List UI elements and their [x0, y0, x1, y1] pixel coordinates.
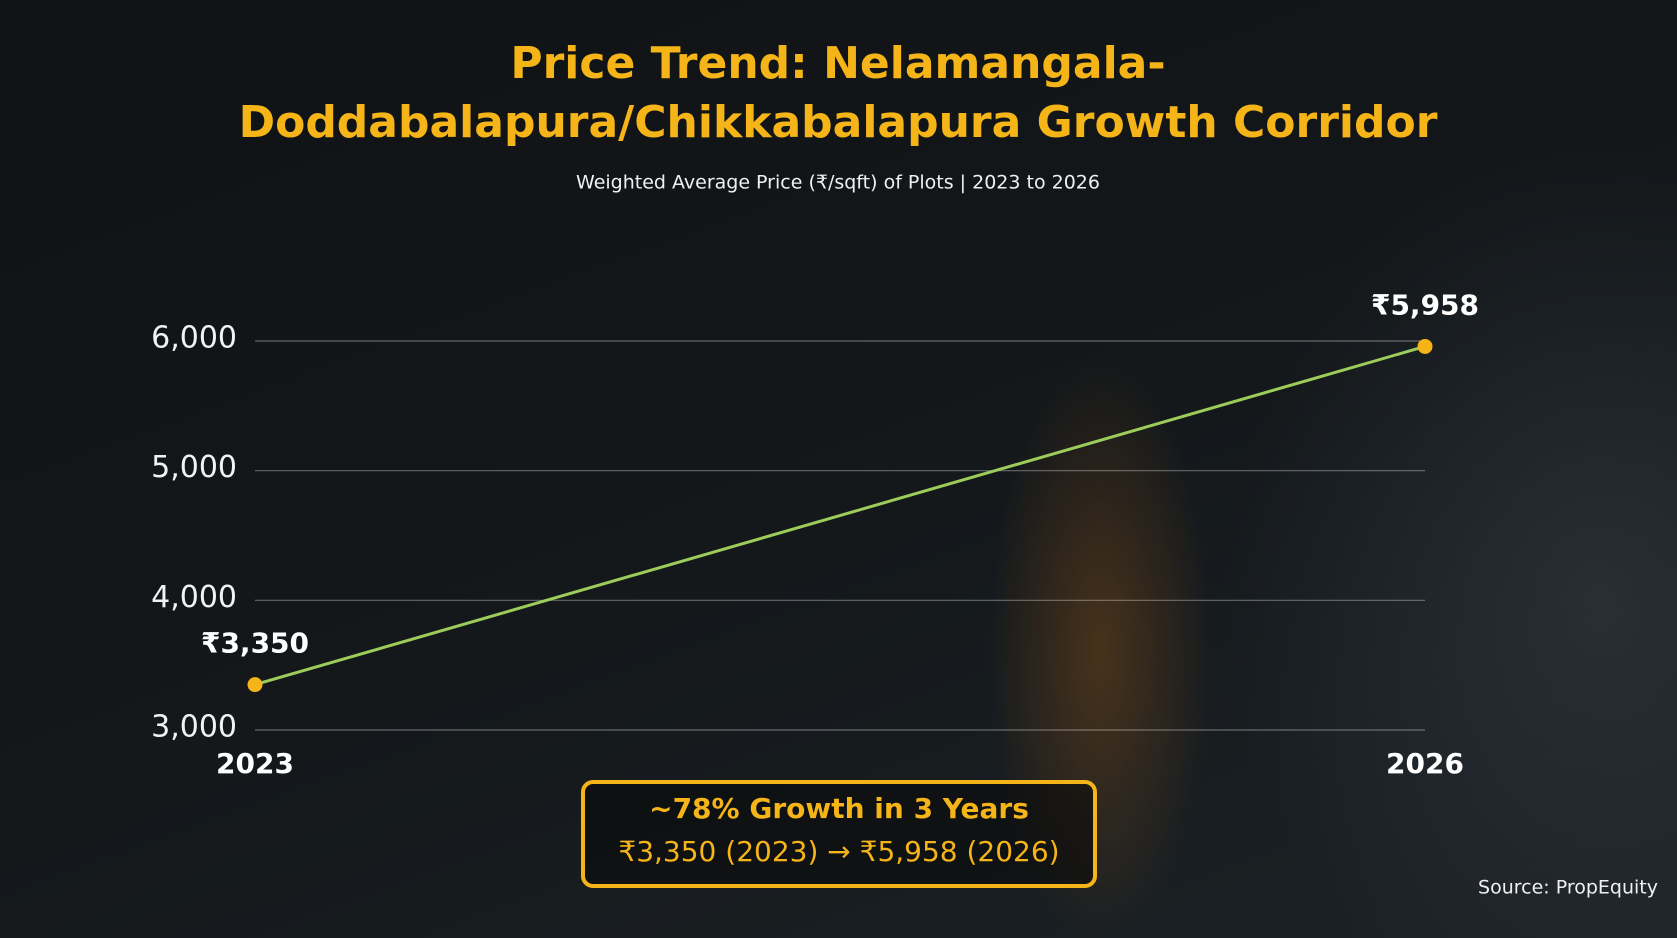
line	[254, 345, 1426, 687]
y-tick-label: 4,000	[151, 580, 237, 615]
y-tick-label: 6,000	[151, 321, 237, 356]
annotation: ₹3,350 (2023) → ₹5,958 (2026)	[618, 835, 1059, 868]
chart-title: Price Trend: Nelamangala-	[510, 38, 1165, 89]
point	[247, 677, 263, 693]
y-tick-label: 3,000	[151, 710, 237, 745]
x-tick-label: 2026	[1386, 747, 1464, 780]
point	[1417, 338, 1433, 354]
y-tick-label: 5,000	[151, 450, 237, 485]
chart-subtitle: Weighted Average Price (₹/sqft) of Plots…	[576, 172, 1100, 194]
chart-title: Doddabalapura/Chikkabalapura Growth Corr…	[239, 97, 1438, 148]
x-tick-label: 2023	[216, 747, 294, 780]
data-label: ₹5,958	[1371, 288, 1479, 321]
annotation: ~78% Growth in 3 Years	[649, 792, 1029, 825]
annotation-box	[581, 780, 1097, 888]
source: Source: PropEquity	[1478, 877, 1658, 899]
data-label: ₹3,350	[201, 627, 309, 660]
